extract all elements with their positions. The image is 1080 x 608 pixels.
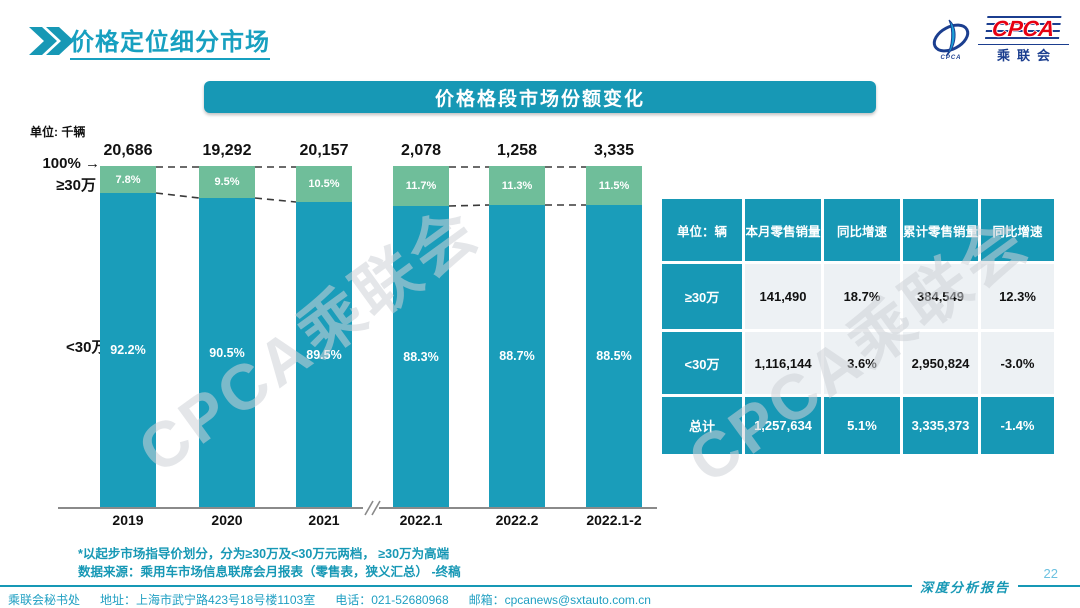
bar-total-label: 19,292 <box>202 142 252 159</box>
stacked-bar-2022.1-2: 11.5% 88.5% <box>586 166 642 507</box>
bar-total-label: 2,078 <box>400 142 442 159</box>
report-series-label: 深度分析报告 <box>919 580 1010 596</box>
segment-lt30: 88.3% <box>393 206 449 507</box>
bar-total-label: 20,686 <box>103 142 153 159</box>
segment-ge30: 11.7% <box>393 166 449 206</box>
footer-address: 地址：上海市武宁路423号18号楼1103室 <box>100 593 316 607</box>
table-row-label: <30万 <box>662 332 742 394</box>
page-number: 22 <box>1043 566 1058 581</box>
segment-lt30: 88.7% <box>489 205 545 507</box>
page-title: 价格定位细分市场 <box>70 22 270 60</box>
table-cell: 3,335,373 <box>903 397 978 454</box>
table-header-cell: 同比增速 <box>824 199 900 261</box>
x-axis-label: 2021 <box>308 512 340 528</box>
table-cell: 12.3% <box>981 264 1054 329</box>
segment-value-label: 92.2% <box>110 343 146 357</box>
bar-total-label: 20,157 <box>299 142 349 159</box>
axis-100pct-label: 100% → <box>42 155 100 172</box>
bar-total-label: 1,258 <box>496 142 538 159</box>
table-cell: 2,950,824 <box>903 332 978 394</box>
segment-ge30: 11.5% <box>586 166 642 205</box>
stacked-bar-2019: 7.8% 92.2% <box>100 166 156 507</box>
segment-value-label: 11.3% <box>501 179 533 192</box>
segment-value-label: 11.5% <box>598 179 630 192</box>
segment-lt30: 89.5% <box>296 202 352 507</box>
cpca-logo: CPCA CPCA 乘联会 <box>928 16 1069 64</box>
segment-lt30: 92.2% <box>100 193 156 507</box>
segment-value-label: 7.8% <box>115 173 141 186</box>
segment-value-label: 88.3% <box>403 349 439 364</box>
stacked-bar-2020: 9.5% 90.5% <box>199 166 255 507</box>
segment-value-label: 89.5% <box>306 347 342 362</box>
rule-line <box>0 585 912 587</box>
segment-lt30: 88.5% <box>586 205 642 507</box>
stacked-bar-2022.1: 11.7% 88.3% <box>393 166 449 507</box>
segment-ge30: 10.5% <box>296 166 352 202</box>
segment-value-label: 10.5% <box>308 178 340 190</box>
segment-ge30: 7.8% <box>100 166 156 193</box>
logo-caption: CPCA <box>940 55 962 61</box>
contact-bar: 乘联会秘书处 地址：上海市武宁路423号18号楼1103室 电话：021-52680… <box>8 591 1080 608</box>
x-axis-label: 2020 <box>211 512 243 528</box>
rule-line <box>1018 585 1080 587</box>
arrow-right-icon: → <box>85 155 100 172</box>
table-cell: -3.0% <box>981 332 1054 394</box>
x-axis-label: 2022.2 <box>495 512 539 528</box>
segment-value-label: 88.5% <box>596 349 632 363</box>
stacked-bar-2021: 10.5% 89.5% <box>296 166 352 507</box>
table-cell: 384,549 <box>903 264 978 329</box>
summary-table: 单位：辆 本月零售销量 同比增速 累计零售销量 同比增速 ≥30万 141,490 18.7%… <box>662 199 1054 454</box>
table-cell: 18.7% <box>824 264 900 329</box>
segment-ge30: 11.3% <box>489 166 545 205</box>
table-cell: 141,490 <box>745 264 821 329</box>
chart-footnote-2: 数据来源：乘用车市场信息联席会月报表（零售表，狭义汇总） -终稿 <box>78 565 461 579</box>
table-header-cell: 同比增速 <box>981 199 1054 261</box>
report-rule: 深度分析报告 <box>0 579 1080 596</box>
double-chevron-icon <box>29 27 74 55</box>
segment-ge30: 9.5% <box>199 166 255 198</box>
segment-value-label: 90.5% <box>209 345 245 360</box>
table-cell: 1,116,144 <box>745 332 821 394</box>
bar-total-label: 3,335 <box>593 142 635 159</box>
table-header-cell: 本月零售销量 <box>745 199 821 261</box>
segment-lt30: 90.5% <box>199 198 255 507</box>
chart-unit-label: 单位: 千辆 <box>30 125 86 139</box>
series-label-lt30: <30万 <box>66 339 107 356</box>
table-header-cell: 累计零售销量 <box>903 199 978 261</box>
table-cell: 5.1% <box>824 397 900 454</box>
footer-email[interactable]: 邮箱：cpcanews@sxtauto.com.cn <box>468 593 651 607</box>
logo-org-name: 乘联会 <box>978 44 1069 64</box>
table-cell: -1.4% <box>981 397 1054 454</box>
table-corner-label: 单位：辆 <box>662 199 742 261</box>
chart-title-banner: 价格格段市场份额变化 <box>204 81 876 113</box>
x-axis-label: 2022.1 <box>399 512 443 528</box>
footer-org: 乘联会秘书处 <box>8 593 81 607</box>
segment-value-label: 11.7% <box>405 180 437 192</box>
x-axis-label: 2022.1-2 <box>586 512 642 528</box>
table-row-label: ≥30万 <box>662 264 742 329</box>
segment-value-label: 88.7% <box>499 349 535 363</box>
chart-footnote-1: *以起步市场指导价划分，分为≥30万及<30万元两档， ≥30万为高端 <box>78 547 450 561</box>
logo-wordmark: CPCA 乘联会 <box>978 16 1069 64</box>
stacked-bar-2022.2: 11.3% 88.7% <box>489 166 545 507</box>
cpca-logo-swoosh-icon: CPCA <box>928 19 974 61</box>
table-cell: 1,257,634 <box>745 397 821 454</box>
table-cell: 3.6% <box>824 332 900 394</box>
segment-value-label: 9.5% <box>214 176 240 188</box>
table-row-label: 总计 <box>662 397 742 454</box>
footer-phone: 电话：021-52680968 <box>335 593 449 607</box>
series-label-ge30: ≥30万 <box>56 177 96 194</box>
x-axis-label: 2019 <box>112 512 144 528</box>
